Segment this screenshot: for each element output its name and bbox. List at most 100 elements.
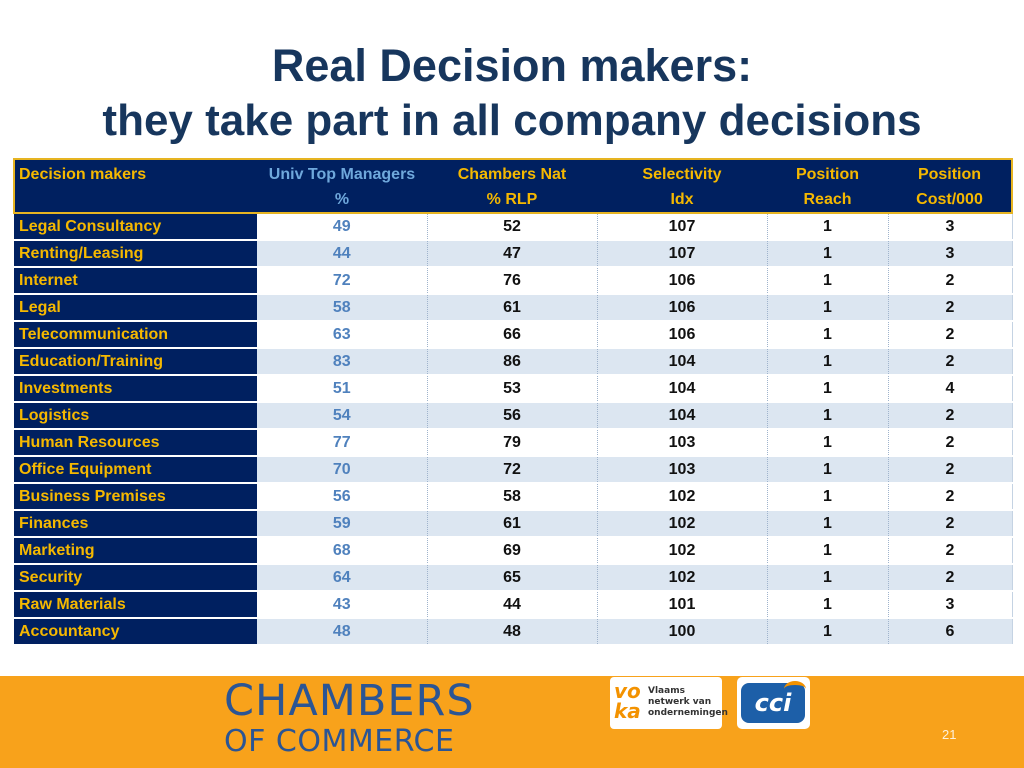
row-category: Education/Training xyxy=(14,348,257,376)
row-category: Telecommunication xyxy=(14,321,257,349)
row-selectivity-idx: 104 xyxy=(597,375,768,403)
row-position-cost: 2 xyxy=(888,483,1013,511)
table-row: Legal Consultancy 49 52 107 1 3 xyxy=(14,213,1013,241)
row-univ-top-managers-pct: 54 xyxy=(257,402,428,430)
row-position-cost: 2 xyxy=(888,429,1013,457)
row-chambers-nat-pct: 79 xyxy=(427,429,598,457)
row-category: Legal xyxy=(14,294,257,322)
row-selectivity-idx: 101 xyxy=(597,591,768,619)
row-chambers-nat-pct: 66 xyxy=(427,321,598,349)
table-row: Renting/Leasing 44 47 107 1 3 xyxy=(14,240,1013,268)
table-row: Raw Materials 43 44 101 1 3 xyxy=(14,591,1013,619)
row-univ-top-managers-pct: 51 xyxy=(257,375,428,403)
table-row: Finances 59 61 102 1 2 xyxy=(14,510,1013,538)
row-univ-top-managers-pct: 49 xyxy=(257,213,428,241)
header-position-cost: Position xyxy=(888,159,1013,187)
header-chambers-nat-unit: % RLP xyxy=(427,187,597,214)
row-chambers-nat-pct: 52 xyxy=(427,213,598,241)
chambers-logo-line-2: OF COMMERCE xyxy=(224,724,455,759)
row-position-reach: 1 xyxy=(767,483,889,511)
voka-mark: vo ka xyxy=(614,681,642,725)
row-position-cost: 2 xyxy=(888,348,1013,376)
table-row: Office Equipment 70 72 103 1 2 xyxy=(14,456,1013,484)
row-selectivity-idx: 107 xyxy=(597,240,768,268)
slide-title: Real Decision makers: they take part in … xyxy=(0,38,1024,148)
table-header: Decision makers Univ Top Managers Chambe… xyxy=(13,159,1013,214)
row-category: Finances xyxy=(14,510,257,538)
row-category: Legal Consultancy xyxy=(14,213,257,241)
row-position-cost: 3 xyxy=(888,591,1013,619)
row-selectivity-idx: 103 xyxy=(597,429,768,457)
table-body: Legal Consultancy 49 52 107 1 3 Renting/… xyxy=(14,213,1013,646)
header-selectivity: Selectivity xyxy=(642,166,722,183)
row-chambers-nat-pct: 56 xyxy=(427,402,598,430)
row-selectivity-idx: 103 xyxy=(597,456,768,484)
slide-title-line-1: Real Decision makers: xyxy=(271,40,753,91)
row-position-reach: 1 xyxy=(767,213,889,241)
row-category: Office Equipment xyxy=(14,456,257,484)
voka-tagline-line-3: ondernemingen xyxy=(648,708,728,718)
table-row: Logistics 54 56 104 1 2 xyxy=(14,402,1013,430)
row-univ-top-managers-pct: 48 xyxy=(257,618,428,646)
row-selectivity-idx: 102 xyxy=(597,483,768,511)
row-position-cost: 2 xyxy=(888,267,1013,295)
row-univ-top-managers-pct: 59 xyxy=(257,510,428,538)
table-row: Business Premises 56 58 102 1 2 xyxy=(14,483,1013,511)
row-position-reach: 1 xyxy=(767,618,889,646)
row-selectivity-idx: 100 xyxy=(597,618,768,646)
row-category: Investments xyxy=(14,375,257,403)
row-chambers-nat-pct: 69 xyxy=(427,537,598,565)
row-position-cost: 2 xyxy=(888,537,1013,565)
header-decision-makers: Decision makers xyxy=(13,159,257,187)
header-position-cost-unit: Cost/000 xyxy=(888,187,1013,214)
row-univ-top-managers-pct: 83 xyxy=(257,348,428,376)
table-row: Legal 58 61 106 1 2 xyxy=(14,294,1013,322)
row-univ-top-managers-pct: 64 xyxy=(257,564,428,592)
row-position-cost: 2 xyxy=(888,294,1013,322)
row-chambers-nat-pct: 61 xyxy=(427,294,598,322)
row-position-cost: 2 xyxy=(888,321,1013,349)
row-position-reach: 1 xyxy=(767,510,889,538)
cci-logo: cci xyxy=(737,677,810,729)
row-chambers-nat-pct: 44 xyxy=(427,591,598,619)
row-selectivity-idx: 106 xyxy=(597,321,768,349)
table-row: Human Resources 77 79 103 1 2 xyxy=(14,429,1013,457)
header-decision-makers-sub xyxy=(13,187,257,214)
row-position-cost: 3 xyxy=(888,240,1013,268)
row-univ-top-managers-pct: 77 xyxy=(257,429,428,457)
header-univ-top-managers: Univ Top Managers xyxy=(268,166,416,183)
row-category: Internet xyxy=(14,267,257,295)
row-chambers-nat-pct: 53 xyxy=(427,375,598,403)
row-selectivity-idx: 106 xyxy=(597,267,768,295)
row-position-reach: 1 xyxy=(767,456,889,484)
row-position-reach: 1 xyxy=(767,375,889,403)
row-selectivity-idx: 102 xyxy=(597,510,768,538)
voka-logo: vo ka Vlaams netwerk van ondernemingen xyxy=(610,677,728,729)
row-selectivity-idx: 102 xyxy=(597,537,768,565)
row-chambers-nat-pct: 86 xyxy=(427,348,598,376)
row-selectivity-idx: 107 xyxy=(597,213,768,241)
page-number: 21 xyxy=(942,727,957,742)
row-position-cost: 2 xyxy=(888,564,1013,592)
cci-swoosh-icon xyxy=(784,681,806,697)
row-position-reach: 1 xyxy=(767,564,889,592)
table-row: Internet 72 76 106 1 2 xyxy=(14,267,1013,295)
row-position-reach: 1 xyxy=(767,429,889,457)
row-position-cost: 6 xyxy=(888,618,1013,646)
row-position-reach: 1 xyxy=(767,537,889,565)
voka-tagline-line-2: netwerk van xyxy=(648,697,712,707)
header-chambers-nat: Chambers Nat xyxy=(457,166,567,183)
row-position-reach: 1 xyxy=(767,267,889,295)
row-univ-top-managers-pct: 63 xyxy=(257,321,428,349)
voka-mark-bottom: ka xyxy=(614,699,641,723)
row-position-reach: 1 xyxy=(767,240,889,268)
decision-makers-table: Decision makers Univ Top Managers Chambe… xyxy=(13,158,1013,646)
row-category: Logistics xyxy=(14,402,257,430)
row-position-cost: 3 xyxy=(888,213,1013,241)
header-position-reach-unit: Reach xyxy=(767,187,888,214)
row-univ-top-managers-pct: 44 xyxy=(257,240,428,268)
row-position-cost: 2 xyxy=(888,402,1013,430)
table-row: Security 64 65 102 1 2 xyxy=(14,564,1013,592)
table-row: Telecommunication 63 66 106 1 2 xyxy=(14,321,1013,349)
row-position-reach: 1 xyxy=(767,321,889,349)
